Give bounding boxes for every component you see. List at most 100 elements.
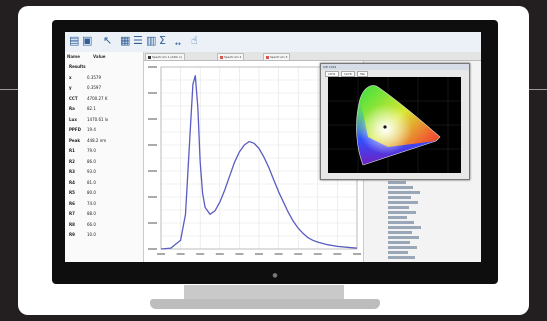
y-tick-label (148, 92, 157, 94)
result-row[interactable]: y 0.3597 (69, 85, 141, 91)
cie-tab-1931[interactable]: 1931 (325, 71, 339, 77)
result-row[interactable]: R2 86.0 (69, 159, 141, 165)
result-row[interactable]: Lux 1470.61 lx (69, 117, 141, 123)
result-value: 80.0 (87, 190, 96, 195)
toolbar: ▤ ▣ ↖ ▦ ☰ ▥ Σ ↔ ☝ (65, 32, 481, 53)
save-icon[interactable]: ▣ (82, 34, 93, 47)
data-list-row (388, 211, 416, 214)
x-tick-label (294, 253, 303, 255)
result-row[interactable]: R6 74.0 (69, 201, 141, 207)
result-name: Ra (69, 106, 75, 111)
y-tick-label (148, 222, 157, 224)
result-row[interactable]: R8 66.0 (69, 222, 141, 228)
result-row[interactable]: R3 93.0 (69, 169, 141, 175)
result-name: R8 (69, 221, 75, 227)
data-list-row (388, 206, 409, 209)
y-tick-label (148, 248, 157, 250)
tab-spectrum-3[interactable]: Spectrum 3 (263, 53, 291, 61)
result-name: y (69, 85, 72, 90)
cie-locus-outline (356, 85, 441, 166)
data-list-row (388, 246, 417, 249)
result-value: 93.0 (87, 169, 96, 174)
result-value: 0.3579 (87, 74, 101, 80)
cursor-icon[interactable]: ↖ (103, 34, 113, 47)
result-row[interactable]: CCT 4700.27 K (69, 96, 141, 102)
result-row[interactable]: Peak 448.2 nm (69, 138, 141, 144)
result-name: R6 (69, 200, 75, 206)
data-list-row (388, 226, 421, 229)
cie-chromaticity-diagram (328, 77, 461, 173)
tab-label: Spectrum 1 (ADC x) (152, 55, 182, 59)
result-name: R4 (69, 179, 75, 185)
pointer-icon[interactable]: ☝ (191, 34, 198, 47)
monitor-brand-mark: ● (272, 272, 278, 279)
data-list-row (388, 251, 408, 254)
result-value: 19.4 (87, 127, 96, 132)
result-row[interactable]: R1 79.0 (69, 148, 141, 154)
x-tick-label (196, 253, 205, 255)
result-name: R3 (69, 169, 75, 174)
result-value: 82.1 (87, 106, 96, 111)
result-row[interactable]: R9 10.0 (69, 232, 141, 238)
x-tick-label (274, 253, 283, 255)
tab-spectrum-1[interactable]: Spectrum 1 (ADC x) (145, 53, 185, 61)
result-name: Results (69, 64, 86, 69)
result-value: 0.3597 (87, 85, 101, 90)
result-name: R9 (69, 232, 75, 237)
tab-color-swatch (266, 55, 269, 59)
cie-window-title: CIE 1931 (321, 64, 469, 70)
tab-label: Spectrum 2 (224, 55, 242, 59)
monitor-stand-base (150, 299, 380, 309)
cie-plot (328, 77, 461, 173)
result-name: PPFD (69, 127, 81, 132)
cie-diagram-window[interactable]: CIE 1931 1931 1976 Tab (320, 63, 470, 180)
cie-tab-other[interactable]: Tab (357, 71, 369, 77)
result-name: R2 (69, 158, 75, 164)
tab-spectrum-2[interactable]: Spectrum 2 (217, 53, 245, 61)
screen: ▤ ▣ ↖ ▦ ☰ ▥ Σ ↔ ☝ Spectrum 1 (ADC x) Spe… (65, 32, 481, 262)
list-icon[interactable]: ☰ (133, 34, 143, 47)
x-tick-label (215, 253, 224, 255)
result-row[interactable]: R7 88.0 (69, 211, 141, 217)
data-list-row (388, 221, 414, 224)
x-tick-label (235, 253, 244, 255)
data-list-row (388, 186, 413, 189)
result-name: R1 (69, 148, 75, 153)
result-value: 1470.61 lx (87, 116, 109, 122)
result-value: 10.0 (87, 232, 96, 237)
y-tick-label (148, 144, 157, 146)
result-row[interactable]: R4 81.0 (69, 180, 141, 186)
data-list-row (388, 256, 415, 259)
result-name: Peak (69, 137, 81, 143)
result-row[interactable]: R5 80.0 (69, 190, 141, 196)
result-value: 81.0 (87, 179, 96, 185)
result-row[interactable]: PPFD 19.4 (69, 127, 141, 133)
tab-color-swatch (148, 55, 151, 59)
results-header: Name Value (67, 54, 141, 59)
open-file-icon[interactable]: ▤ (69, 34, 80, 47)
chart-icon[interactable]: ▥ (146, 34, 157, 47)
data-list-row (388, 216, 407, 219)
result-value: 66.0 (87, 221, 96, 227)
data-list-row (388, 201, 418, 204)
x-tick-label (313, 253, 322, 255)
table-icon[interactable]: ▦ (120, 34, 131, 47)
cie-tab-1976[interactable]: 1976 (341, 71, 355, 77)
data-list-row (388, 231, 412, 234)
cie-white-area (356, 85, 440, 165)
sigma-icon[interactable]: Σ (159, 34, 166, 47)
x-tick-label (353, 253, 361, 255)
result-value: 448.2 nm (87, 137, 107, 143)
data-list-row (388, 241, 410, 244)
measure-icon[interactable]: ↔ (175, 40, 181, 48)
results-panel: Name Value Results x 0.3579 y 0.3597 CCT 4700.2… (65, 52, 144, 262)
y-tick-label (148, 170, 157, 172)
y-tick-label (148, 66, 157, 68)
result-row[interactable]: x 0.3579 (69, 75, 141, 81)
tab-color-swatch (220, 55, 223, 59)
tab-bar: Spectrum 1 (ADC x) Spectrum 2 Spectrum 3 (143, 52, 481, 61)
result-row[interactable]: Ra 82.1 (69, 106, 141, 112)
tab-label: Spectrum 3 (270, 55, 288, 59)
result-name: CCT (69, 95, 78, 101)
result-row[interactable]: Results (69, 64, 141, 70)
